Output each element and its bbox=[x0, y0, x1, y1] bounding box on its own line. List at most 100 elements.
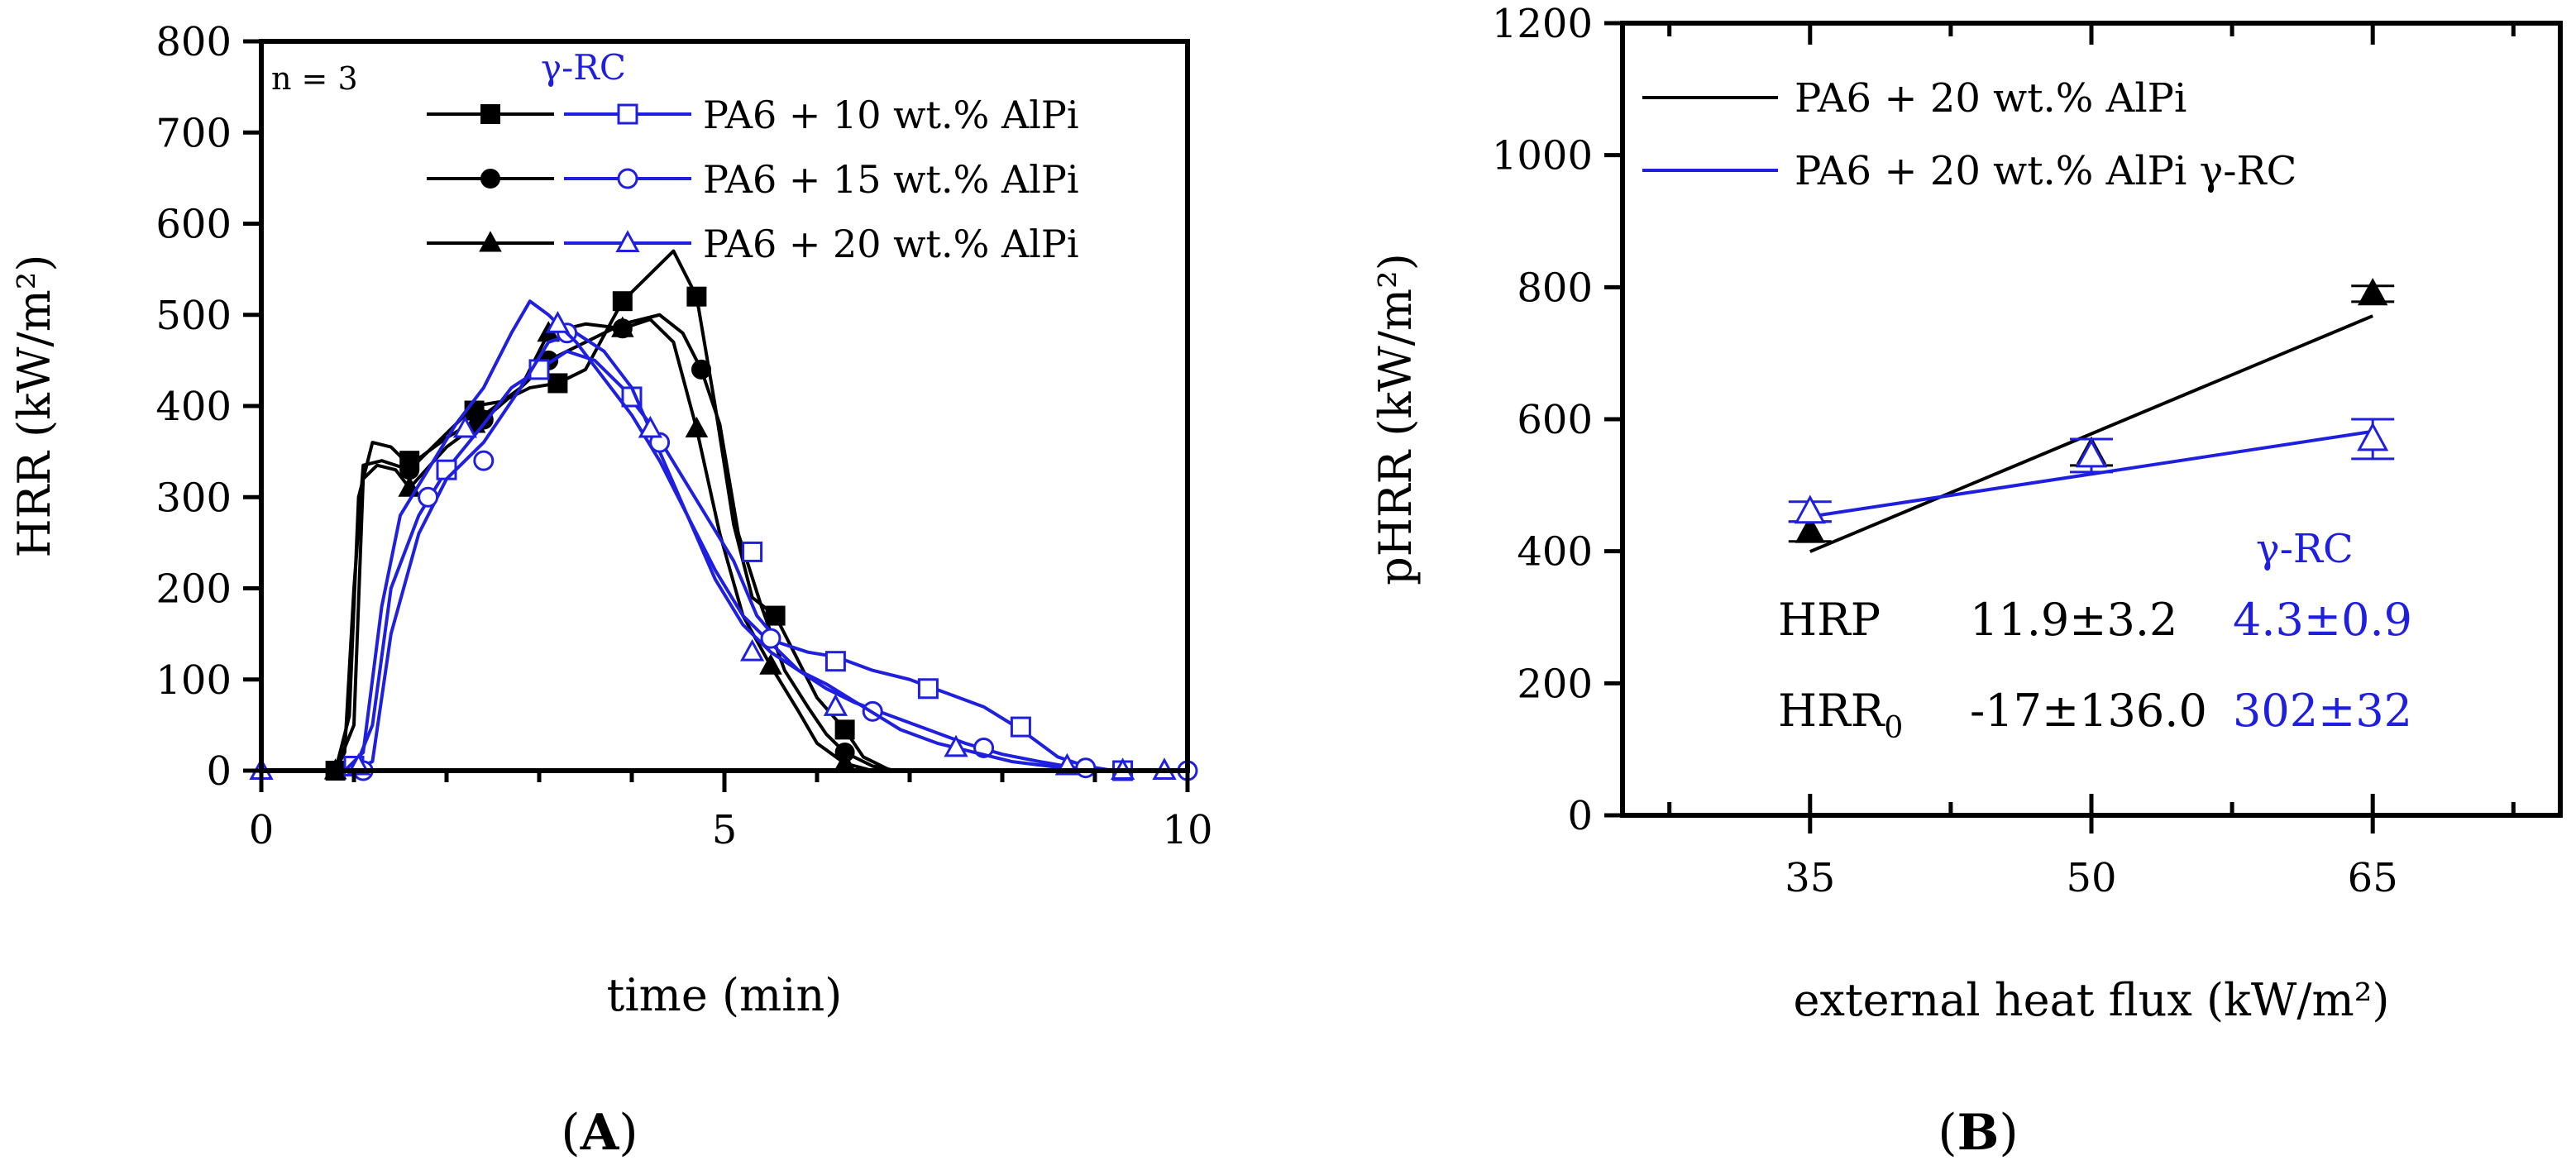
b-legend-entry-pa6-20-wt-alpi-rc: PA6 + 20 wt.% AlPi γ-RC bbox=[1795, 148, 2296, 194]
b-panel-letter: B bbox=[1957, 1104, 2000, 1162]
a-ticks: 0 100 200 300 400 500 600 700 800 0 5 10 bbox=[155, 19, 1212, 853]
b-hrp-black: 11.9±3.2 bbox=[1970, 594, 2177, 646]
a-y-tick-label: 400 bbox=[155, 384, 232, 430]
a-plot-frame bbox=[259, 39, 1190, 773]
b-y-tick-label: 0 bbox=[1567, 793, 1593, 839]
a-data-point bbox=[834, 719, 855, 740]
a-series-line bbox=[261, 318, 873, 772]
b-y-tick-label: 200 bbox=[1517, 661, 1593, 707]
a-data-point bbox=[436, 459, 457, 480]
a-data-point bbox=[760, 628, 781, 649]
a-data-point bbox=[545, 310, 571, 333]
b-y-tick-label: 800 bbox=[1517, 265, 1593, 311]
a-data-point bbox=[823, 694, 848, 716]
a-x-tick-label: 10 bbox=[1162, 807, 1212, 853]
a-data-point bbox=[611, 316, 634, 337]
a-legend-marker-blue bbox=[617, 168, 638, 189]
a-x-tick-label: 0 bbox=[249, 807, 275, 853]
b-hrp-label: HRP bbox=[1778, 594, 1881, 646]
a-legend-marker-blue bbox=[617, 103, 638, 125]
b-series-pa6-20-wt-alpi-rc bbox=[1788, 418, 2395, 524]
b-x-tick-label: 50 bbox=[2066, 855, 2116, 901]
b-y-tick-label: 600 bbox=[1517, 397, 1593, 443]
a-data-point bbox=[824, 651, 846, 672]
a-data-point bbox=[1075, 757, 1097, 779]
b-y-tick-label: 400 bbox=[1517, 529, 1593, 576]
b-x-tick-label: 65 bbox=[2348, 855, 2398, 901]
a-legend-marker-black bbox=[479, 231, 502, 252]
b-series-pa6-20-wt-alpi bbox=[1788, 277, 2395, 553]
a-y-tick-label: 100 bbox=[155, 657, 232, 704]
a-x-axis-label: time (min) bbox=[607, 969, 843, 1021]
a-series-line bbox=[261, 349, 1188, 772]
a-data-point bbox=[759, 653, 782, 675]
b-hrr0-label: HRR0 bbox=[1778, 685, 1903, 745]
a-data-point bbox=[612, 291, 633, 312]
b-y-axis-label: pHRR (kW/m²) bbox=[1369, 253, 1422, 585]
a-annotation-n: n = 3 bbox=[271, 60, 358, 97]
b-panel-label: (B) bbox=[1938, 1104, 2019, 1162]
b-stats-table: γ-RC HRP 11.9±3.2 4.3±0.9 HRR0 -17±136.0… bbox=[1778, 526, 2412, 745]
a-y-tick-label: 600 bbox=[155, 202, 232, 248]
a-legend-marker-black bbox=[480, 169, 500, 189]
b-data-point bbox=[2075, 438, 2108, 468]
b-data-point bbox=[2357, 422, 2389, 451]
b-legend: PA6 + 20 wt.% AlPi PA6 + 20 wt.% AlPi γ-R… bbox=[1642, 75, 2296, 194]
a-y-tick-label: 0 bbox=[206, 748, 232, 795]
a-y-tick-label: 200 bbox=[155, 566, 232, 613]
a-legend-entry-pa6-10-wt-alpi: PA6 + 10 wt.% AlPi bbox=[703, 93, 1079, 137]
a-legend-marker-blue bbox=[615, 230, 640, 252]
a-data-point bbox=[686, 286, 707, 307]
b-hrr0-black: -17±136.0 bbox=[1970, 685, 2207, 737]
a-series-pa6-20-wt-alpi-rc bbox=[249, 299, 1177, 780]
a-data-point bbox=[473, 450, 495, 471]
a-series-layer bbox=[249, 249, 1198, 781]
b-x-axis-label: external heat flux (kW/m²) bbox=[1794, 974, 2390, 1026]
b-hrr0-label-sub: 0 bbox=[1884, 711, 1903, 745]
a-series-pa6-15-wt-alpi bbox=[261, 313, 896, 781]
b-y-tick-label: 1200 bbox=[1492, 1, 1593, 47]
b-y-tick-label: 1000 bbox=[1492, 133, 1593, 179]
a-data-point bbox=[739, 638, 765, 662]
a-x-tick-label: 5 bbox=[712, 807, 738, 853]
a-data-point bbox=[1010, 716, 1031, 738]
a-y-axis-label: HRR (kW/m²) bbox=[8, 255, 60, 558]
a-y-tick-label: 300 bbox=[155, 475, 232, 521]
b-hrp-blue: 4.3±0.9 bbox=[2233, 594, 2412, 646]
a-data-point bbox=[685, 416, 709, 438]
a-data-point bbox=[638, 415, 663, 438]
a-data-point bbox=[742, 541, 763, 562]
a-y-tick-label: 800 bbox=[155, 19, 232, 65]
a-data-point bbox=[691, 359, 711, 380]
b-data-point bbox=[2358, 277, 2388, 306]
a-series-line bbox=[261, 313, 896, 772]
a-data-point bbox=[944, 734, 968, 757]
panel-b-phrr-vs-heat-flux: 0 200 400 600 800 1000 1200 35 50 65 PA6 + 20 wt.… bbox=[1369, 1, 2563, 1162]
panel-a-hrr-vs-time: 0 100 200 300 400 500 600 700 800 0 5 10 n = 3 γ-RC… bbox=[8, 19, 1213, 1162]
a-series-pa6-20-wt-alpi bbox=[261, 316, 873, 780]
b-table-header: γ-RC bbox=[2256, 526, 2354, 572]
a-legend-marker-black bbox=[480, 104, 500, 124]
b-data-point bbox=[1794, 494, 1826, 524]
a-data-point bbox=[917, 678, 939, 700]
a-data-point bbox=[452, 415, 478, 438]
b-hrr0-label-main: HRR bbox=[1778, 685, 1885, 737]
b-series-layer bbox=[1788, 277, 2395, 553]
b-fit-line bbox=[1809, 429, 2373, 518]
a-legend: γ-RC PA6 + 10 wt.% AlPi PA6 + 15 wt.% AlP… bbox=[427, 47, 1079, 266]
a-data-point bbox=[765, 605, 786, 626]
a-y-tick-label: 700 bbox=[155, 110, 232, 156]
a-legend-entry-pa6-15-wt-alpi: PA6 + 15 wt.% AlPi bbox=[703, 157, 1079, 202]
b-data-point bbox=[1795, 515, 1825, 543]
b-hrr0-blue: 302±32 bbox=[2233, 685, 2412, 737]
a-y-tick-label: 500 bbox=[155, 293, 232, 339]
a-legend-header: γ-RC bbox=[541, 47, 626, 88]
b-x-tick-label: 35 bbox=[1785, 855, 1835, 901]
b-ticks: 0 200 400 600 800 1000 1200 35 50 65 bbox=[1492, 1, 2516, 901]
a-panel-letter: A bbox=[580, 1104, 620, 1162]
a-series-pa6-10-wt-alpi-rc bbox=[261, 349, 1188, 781]
b-fit-line bbox=[1809, 314, 2373, 553]
b-legend-entry-pa6-20-wt-alpi: PA6 + 20 wt.% AlPi bbox=[1795, 75, 2186, 122]
a-data-point bbox=[547, 373, 568, 394]
